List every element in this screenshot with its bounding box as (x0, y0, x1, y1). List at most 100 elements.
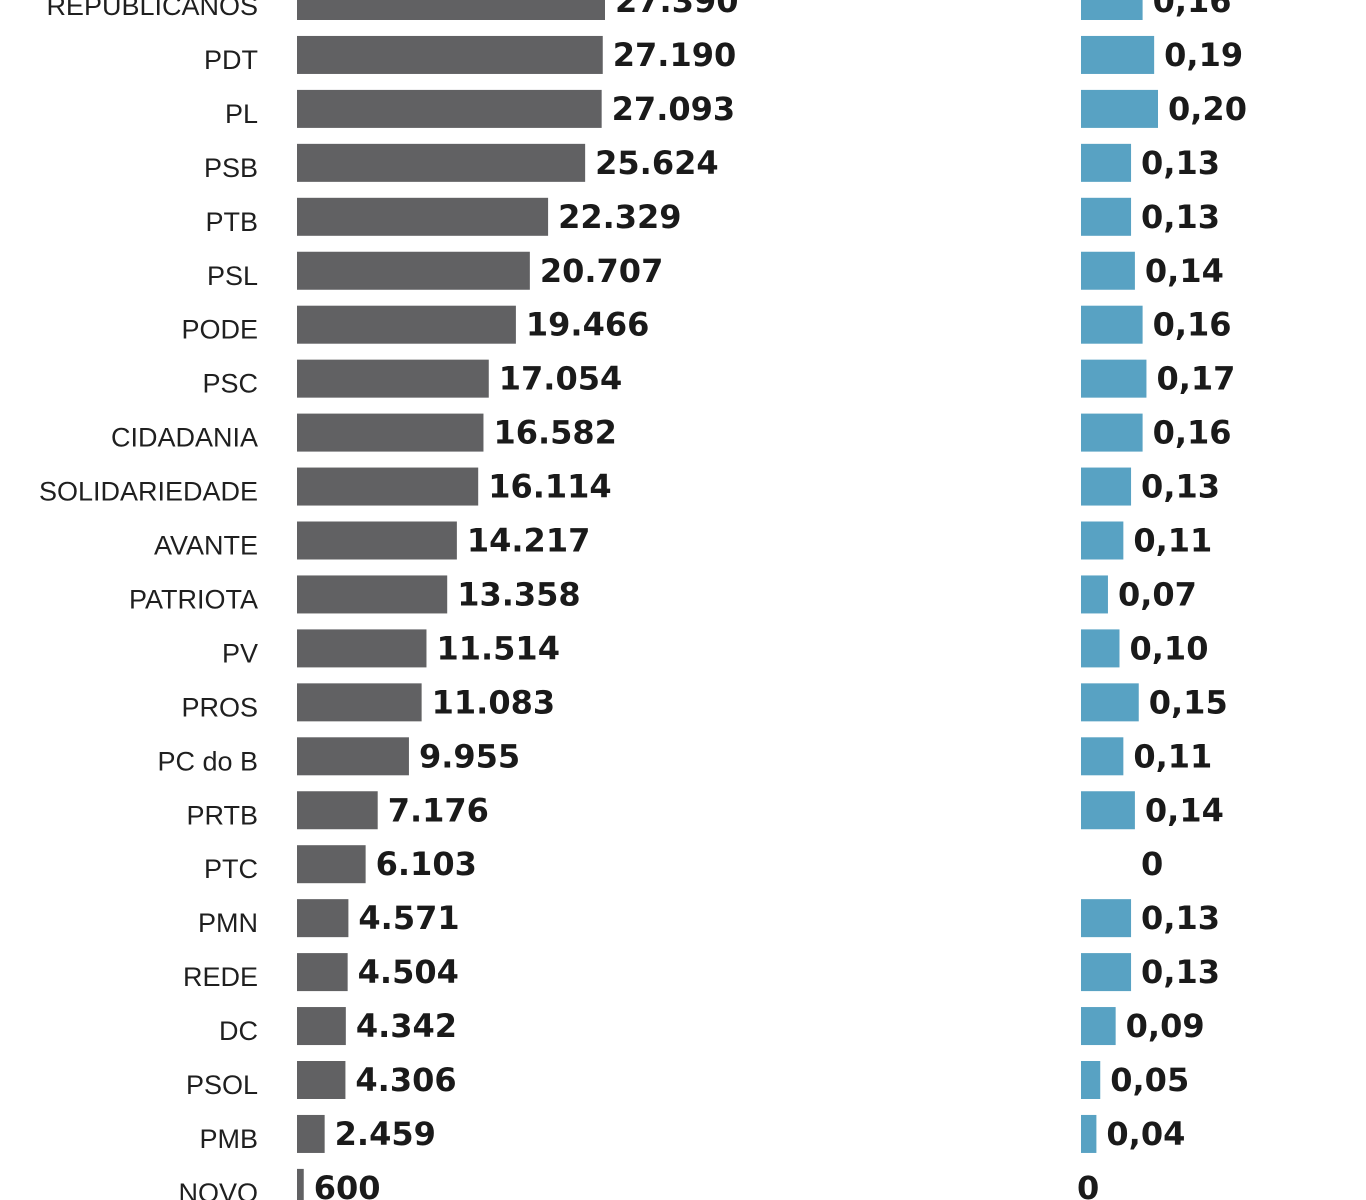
left-value-label: 11.083 (432, 683, 555, 721)
right-bar (1081, 143, 1132, 182)
party-label: PSOL (186, 1070, 258, 1100)
left-value-label: 4.504 (358, 953, 459, 991)
party-label: DC (219, 1016, 258, 1046)
party-label: PSL (207, 261, 258, 291)
left-value-label: 17.054 (499, 360, 622, 398)
left-value-label: 6.103 (376, 845, 477, 883)
left-bar (297, 1007, 346, 1046)
right-bar (1081, 953, 1132, 992)
left-bar (297, 791, 378, 830)
left-bar (297, 413, 484, 452)
left-value-label: 25.624 (595, 144, 718, 182)
right-bar (1081, 521, 1124, 560)
left-bar (297, 629, 427, 668)
left-bar (297, 467, 479, 506)
left-bar (297, 251, 530, 290)
right-bar (1081, 89, 1158, 128)
right-bar (1081, 251, 1135, 290)
left-value-label: 22.329 (558, 198, 681, 236)
left-bar (297, 683, 422, 722)
party-label: PDT (204, 45, 258, 75)
right-bar (1081, 791, 1135, 830)
left-bar (297, 89, 602, 128)
right-bar (1081, 899, 1132, 938)
left-value-label: 9.955 (419, 737, 520, 775)
left-value-label: 4.571 (358, 899, 459, 937)
right-bar (1081, 683, 1139, 722)
left-bar (297, 845, 366, 884)
right-value-label: 0,07 (1118, 575, 1197, 613)
right-value-label: 0,16 (1153, 306, 1232, 344)
left-value-label: 11.514 (436, 629, 559, 667)
right-bar (1081, 35, 1155, 74)
right-value-label: 0,20 (1168, 90, 1247, 128)
party-label: PV (222, 638, 258, 668)
party-label: PSC (202, 369, 258, 399)
left-bar (297, 1114, 325, 1153)
left-bar (297, 1061, 346, 1099)
party-label: PTC (204, 854, 258, 884)
right-value-label: 0 (1077, 1169, 1099, 1200)
left-value-label: 2.459 (335, 1115, 436, 1153)
right-value-label: 0,13 (1141, 144, 1220, 182)
left-value-label: 600 (314, 1169, 381, 1200)
left-bar (297, 575, 448, 614)
right-value-label: 0,04 (1106, 1115, 1185, 1153)
party-label: REPUBLICANOS (46, 0, 258, 21)
party-label: PMN (198, 908, 258, 938)
left-bar (297, 143, 586, 182)
left-value-label: 19.466 (526, 306, 649, 344)
left-value-label: 4.306 (355, 1061, 456, 1099)
left-bar (297, 359, 489, 398)
left-bar (297, 197, 549, 236)
party-label: PROS (181, 692, 258, 722)
party-label: PC do B (157, 746, 258, 776)
left-value-label: 4.342 (356, 1007, 457, 1045)
right-value-label: 0,11 (1133, 737, 1212, 775)
right-value-label: 0,13 (1141, 899, 1220, 937)
right-value-label: 0,16 (1153, 0, 1232, 20)
party-label: PL (225, 99, 258, 129)
left-bar (297, 737, 409, 776)
party-label: PMB (199, 1124, 258, 1154)
party-label: REDE (183, 962, 258, 992)
left-value-label: 16.582 (493, 414, 616, 452)
right-value-label: 0,14 (1145, 791, 1224, 829)
right-value-label: 0 (1141, 845, 1163, 883)
right-bar (1081, 1114, 1097, 1153)
left-value-label: 27.190 (613, 36, 736, 74)
right-value-label: 0,14 (1145, 252, 1224, 290)
left-bar (297, 0, 605, 20)
left-value-label: 13.358 (457, 575, 580, 613)
left-bar (297, 1168, 304, 1200)
party-label: PSB (204, 153, 258, 183)
party-label: PODE (181, 315, 258, 345)
left-value-label: 7.176 (388, 791, 489, 829)
right-value-label: 0,19 (1164, 36, 1243, 74)
right-bar (1081, 359, 1147, 398)
right-bar (1081, 1007, 1116, 1046)
party-label: SOLIDARIEDADE (39, 477, 258, 507)
right-bar (1081, 197, 1132, 236)
right-bar (1081, 737, 1124, 776)
right-bar (1081, 413, 1143, 452)
party-label: NOVO (178, 1178, 258, 1200)
party-label: PRTB (186, 800, 258, 830)
left-value-label: 20.707 (540, 252, 663, 290)
party-label: CIDADANIA (111, 423, 258, 453)
left-value-label: 16.114 (488, 468, 611, 506)
right-value-label: 0,15 (1149, 683, 1228, 721)
left-value-label: 27.390 (615, 0, 738, 20)
right-value-label: 0,13 (1141, 468, 1220, 506)
right-value-label: 0,16 (1153, 414, 1232, 452)
right-value-label: 0,09 (1126, 1007, 1205, 1045)
party-label: AVANTE (154, 531, 258, 561)
left-bar (297, 35, 603, 74)
right-bar (1081, 575, 1108, 614)
left-value-label: 27.093 (612, 90, 735, 128)
right-bar (1081, 1061, 1101, 1099)
right-value-label: 0,11 (1133, 522, 1212, 560)
right-bar (1081, 0, 1143, 20)
right-bar (1081, 305, 1143, 344)
